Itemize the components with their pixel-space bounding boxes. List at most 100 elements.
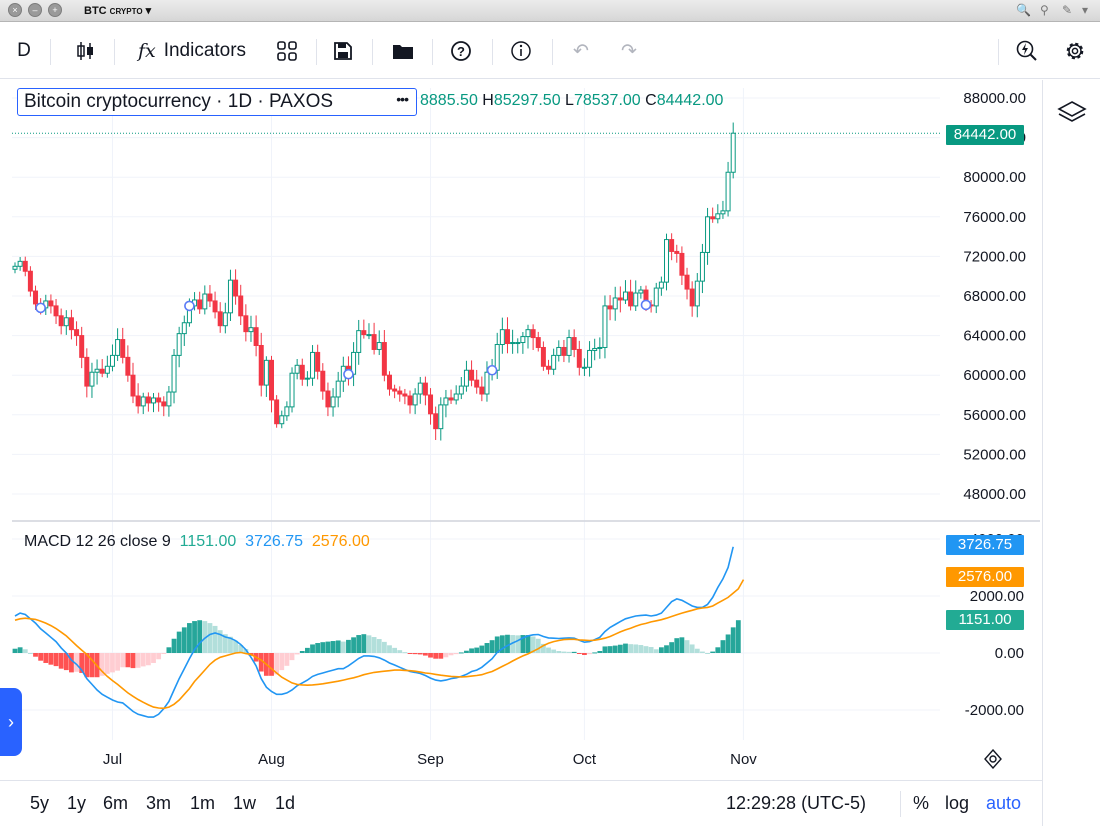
zoom-window-icon[interactable]: + xyxy=(48,3,62,17)
candle xyxy=(335,371,341,408)
candle-body xyxy=(202,293,208,310)
candle-body xyxy=(453,393,459,401)
candle-body xyxy=(664,239,670,283)
macd-axis-label: 2000.00 xyxy=(970,588,1024,605)
layers-button[interactable] xyxy=(1057,98,1087,128)
candle xyxy=(156,392,162,412)
candle-body xyxy=(253,327,259,346)
candle xyxy=(130,362,136,404)
candle xyxy=(628,279,634,311)
range-1m-button[interactable]: 1m xyxy=(190,793,216,813)
candle xyxy=(592,338,598,361)
quick-search-button[interactable] xyxy=(1010,23,1044,79)
candle-body xyxy=(274,399,280,425)
histogram-bar xyxy=(181,627,187,653)
histogram-bar xyxy=(289,653,295,661)
candle xyxy=(89,362,95,398)
save-button[interactable] xyxy=(326,23,360,79)
candle xyxy=(166,385,172,417)
interval-button[interactable]: D xyxy=(17,40,31,61)
more-options-icon[interactable]: ••• xyxy=(396,91,409,107)
candle-body xyxy=(546,365,552,370)
window-title[interactable]: BTC CRYPTO ▾ xyxy=(84,4,151,17)
percent-scale-toggle[interactable]: % xyxy=(913,793,930,813)
candle-body xyxy=(587,349,593,368)
chart-area[interactable]: 88000.0084000.0080000.0076000.0072000.00… xyxy=(0,80,1040,780)
candle-body xyxy=(104,365,110,374)
candle xyxy=(602,295,608,359)
candle-body xyxy=(617,297,623,301)
chart-settings-button[interactable] xyxy=(983,748,1003,770)
close-value: 84442.00 xyxy=(656,92,724,109)
link-icon[interactable]: ⚲ xyxy=(1040,3,1049,17)
candle xyxy=(474,369,480,394)
histogram-bar xyxy=(84,653,90,678)
candle-body xyxy=(725,171,731,212)
range-3m-button[interactable]: 3m xyxy=(146,793,172,813)
histogram-bar xyxy=(48,653,54,665)
open-layout-button[interactable] xyxy=(386,23,420,79)
histogram-bar xyxy=(530,636,536,653)
histogram-bar xyxy=(17,647,23,653)
histogram-bar xyxy=(602,646,608,653)
window-menu-chevron-icon[interactable]: ▾ xyxy=(1082,3,1089,17)
histogram-bar xyxy=(340,641,346,653)
histogram-bar xyxy=(233,640,238,653)
candle-body xyxy=(212,300,218,313)
candle xyxy=(310,345,316,386)
chart-canvas[interactable]: 88000.0084000.0080000.0076000.0072000.00… xyxy=(0,80,1040,780)
candle-body xyxy=(633,292,639,307)
toolbar-divider xyxy=(372,39,373,65)
range-1w-button[interactable]: 1w xyxy=(233,793,257,813)
help-button[interactable]: ? xyxy=(444,23,478,79)
histogram-bar xyxy=(510,635,516,653)
auto-scale-toggle[interactable]: auto xyxy=(986,793,1022,813)
candle xyxy=(161,396,167,417)
candle xyxy=(68,309,74,340)
histogram-bar xyxy=(710,651,716,653)
histogram-bar xyxy=(115,653,120,671)
macd-legend[interactable]: MACD 12 26 close 9 1151.00 3726.75 2576.… xyxy=(24,533,370,551)
histogram-bar xyxy=(561,651,567,653)
range-1d-button[interactable]: 1d xyxy=(275,793,296,813)
candle-body xyxy=(576,348,582,368)
candle-body xyxy=(79,335,85,358)
candle-body xyxy=(392,388,398,392)
candle xyxy=(412,388,418,415)
dividend-event-marker xyxy=(184,300,195,312)
indicators-button[interactable]: fx Indicators xyxy=(128,23,256,79)
candle-body xyxy=(556,346,562,356)
log-scale-toggle[interactable]: log xyxy=(945,793,970,813)
symbol-legend[interactable]: Bitcoin cryptocurrency · 1D · PAXOS ••• xyxy=(17,88,417,116)
toolbar-divider xyxy=(114,39,115,65)
minimize-window-icon[interactable]: – xyxy=(28,3,42,17)
histogram-bar xyxy=(269,653,274,676)
candle-body xyxy=(330,396,336,408)
histogram-bar xyxy=(99,653,105,676)
expand-sidebar-button[interactable]: › xyxy=(0,688,22,756)
info-button[interactable] xyxy=(504,23,538,79)
pin-icon[interactable]: ✎ xyxy=(1062,3,1073,17)
undo-button[interactable]: ↶ xyxy=(564,23,598,79)
histogram-bar xyxy=(356,635,362,653)
candle xyxy=(479,376,485,402)
redo-button[interactable]: ↷ xyxy=(612,23,646,79)
layouts-button[interactable] xyxy=(270,23,304,79)
range-5y-button[interactable]: 5y xyxy=(30,793,50,813)
settings-button[interactable] xyxy=(1058,23,1092,79)
histogram-bar xyxy=(474,647,480,653)
range-6m-button[interactable]: 6m xyxy=(103,793,129,813)
candle-body xyxy=(730,132,736,173)
timezone-clock[interactable]: 12:29:28 (UTC-5) xyxy=(726,793,867,813)
histogram-bar xyxy=(653,649,659,653)
candle xyxy=(109,344,115,372)
candle-body xyxy=(504,329,510,345)
candle-style-button[interactable] xyxy=(68,23,102,79)
range-1y-button[interactable]: 1y xyxy=(67,793,87,813)
candle xyxy=(202,285,208,315)
histogram-bar xyxy=(397,650,403,653)
user-search-icon[interactable]: 🔍 xyxy=(1016,3,1031,17)
candle xyxy=(315,344,321,380)
candle xyxy=(253,315,259,357)
close-window-icon[interactable]: × xyxy=(8,3,22,17)
